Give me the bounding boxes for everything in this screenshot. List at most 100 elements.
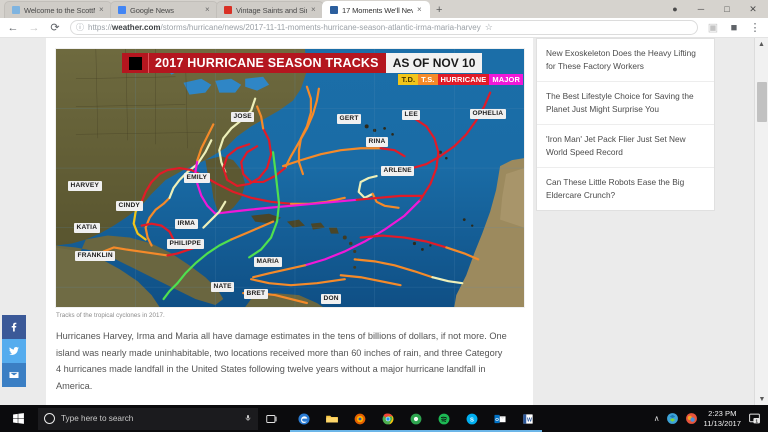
chrome-icon[interactable] — [374, 405, 402, 432]
close-icon[interactable]: × — [417, 5, 422, 14]
browser-window: Welcome to the ScottM × Google News × Vi… — [0, 0, 768, 405]
cortana-circle-icon — [44, 413, 55, 424]
legend-item-major: MAJOR — [489, 74, 523, 85]
start-button[interactable] — [0, 405, 36, 432]
clock-date: 11/13/2017 — [703, 418, 741, 428]
tab-strip: Welcome to the ScottM × Google News × Vi… — [0, 0, 768, 18]
bookmark-star-icon[interactable]: ☆ — [484, 22, 493, 32]
map-title: 2017 HURRICANE SEASON TRACKS — [148, 53, 386, 73]
minimize-button[interactable]: ─ — [697, 4, 705, 14]
profile-icon[interactable]: ● — [672, 4, 678, 14]
hurricane-tracks-map: 2017 HURRICANE SEASON TRACKS AS OF NOV 1… — [55, 48, 525, 308]
sidebar-article-1[interactable]: The Best Lifestyle Choice for Saving the… — [537, 82, 714, 125]
task-view-button[interactable] — [258, 405, 286, 432]
browser-tab-2[interactable]: Vintage Saints and Sinn × — [216, 1, 324, 18]
spotify-icon[interactable] — [430, 405, 458, 432]
explorer-icon[interactable] — [318, 405, 346, 432]
storm-label-lee: LEE — [402, 110, 421, 120]
sidebar-article-2[interactable]: 'Iron Man' Jet Pack Flier Just Set New W… — [537, 125, 714, 168]
edge-icon[interactable] — [290, 405, 318, 432]
site-info-icon[interactable]: ⓘ — [76, 23, 84, 32]
svg-text:O: O — [495, 417, 499, 422]
sidebar-article-0[interactable]: New Exoskeleton Does the Heavy Lifting f… — [537, 39, 714, 82]
storm-label-cindy: CINDY — [116, 201, 143, 211]
show-hidden-icons-chevron[interactable]: ∧ — [653, 414, 660, 423]
storm-label-ophelia: OPHELIA — [470, 109, 506, 119]
svg-text:S: S — [470, 417, 474, 423]
share-email-button[interactable] — [2, 363, 26, 387]
storm-label-philippe: PHILIPPE — [167, 239, 204, 249]
storm-label-maria: MARIA — [254, 257, 282, 267]
windows-logo-icon — [12, 413, 24, 424]
browser-toolbar: ← → ⟳ ⓘ https://weather.com/storms/hurri… — [0, 18, 768, 38]
browser-tab-3-active[interactable]: 17 Moments We'll Never × — [322, 1, 430, 18]
map-legend: T.D. T.S. HURRICANE MAJOR — [398, 74, 523, 85]
map-as-of-date: AS OF NOV 10 — [385, 53, 483, 73]
storm-label-irma: IRMA — [175, 219, 198, 229]
taskbar-clock[interactable]: 2:23 PM 11/13/2017 — [704, 409, 741, 429]
weather-channel-logo-icon — [122, 53, 148, 73]
legend-item-hurricane: HURRICANE — [437, 74, 490, 85]
sidebar-article-3[interactable]: Can These Little Robots Ease the Big Eld… — [546, 177, 685, 200]
page-scrollbar[interactable]: ▲ ▼ — [754, 38, 768, 405]
article-column: 2017 HURRICANE SEASON TRACKS AS OF NOV 1… — [46, 38, 533, 405]
outlook-icon[interactable]: O — [486, 405, 514, 432]
chrome-icon-2[interactable] — [402, 405, 430, 432]
browser-tab-0[interactable]: Welcome to the ScottM × — [4, 1, 112, 18]
storm-label-emily: EMILY — [184, 173, 210, 183]
maximize-button[interactable]: □ — [724, 4, 730, 14]
reload-icon[interactable]: ⟳ — [50, 22, 60, 34]
skype-icon[interactable]: S — [458, 405, 486, 432]
storm-label-jose: JOSE — [231, 112, 255, 122]
back-icon[interactable]: ← — [7, 21, 19, 34]
action-center-icon[interactable]: 1 — [747, 411, 762, 426]
microphone-icon[interactable] — [244, 413, 252, 425]
storm-label-arlene: ARLENE — [381, 166, 415, 176]
image-caption: Tracks of the tropical cyclones in 2017. — [56, 312, 165, 319]
storm-label-rina: RINA — [366, 137, 388, 147]
new-tab-button[interactable]: + — [436, 4, 443, 16]
firefox-icon[interactable] — [346, 405, 374, 432]
scroll-up-icon[interactable]: ▲ — [758, 40, 765, 48]
extension-one-icon[interactable]: ▣ — [707, 22, 719, 34]
word-icon[interactable]: W — [514, 405, 542, 432]
storm-label-bret: BRET — [244, 289, 268, 299]
address-bar[interactable]: ⓘ https://weather.com/storms/hurricane/n… — [70, 20, 698, 35]
scrollbar-thumb[interactable] — [757, 82, 767, 122]
tab-title: Welcome to the ScottM — [24, 5, 95, 15]
news-icon — [118, 6, 126, 14]
browser-tab-1[interactable]: Google News × — [110, 1, 218, 18]
address-bar-url: https://weather.com/storms/hurricane/new… — [88, 23, 481, 32]
facebook-icon — [11, 322, 17, 332]
taskbar-app-icons: S O W — [290, 405, 542, 432]
storm-label-gert: GERT — [337, 114, 362, 124]
browser-menu-icon[interactable]: ⋮ — [749, 22, 761, 34]
svg-text:W: W — [527, 417, 532, 423]
share-facebook-button[interactable] — [2, 315, 26, 339]
globe-icon — [12, 6, 20, 14]
close-icon[interactable]: × — [205, 5, 210, 14]
dropbox-tray-icon[interactable] — [666, 412, 679, 425]
north-america-landmass — [56, 49, 307, 246]
twitter-icon — [9, 347, 19, 355]
search-input[interactable]: Type here to search — [38, 407, 258, 430]
share-twitter-button[interactable] — [2, 339, 26, 363]
tab-title: Vintage Saints and Sinn — [236, 5, 307, 15]
overlay-tray-icon[interactable] — [685, 412, 698, 425]
weather-icon — [330, 6, 338, 14]
scroll-down-icon[interactable]: ▼ — [758, 395, 766, 403]
extension-two-icon[interactable]: ■ — [730, 21, 738, 34]
storm-tracks — [102, 85, 492, 305]
storm-label-katia: KATIA — [74, 223, 100, 233]
map-graticule — [56, 49, 524, 307]
close-window-button[interactable]: ✕ — [749, 3, 757, 14]
close-icon[interactable]: × — [99, 5, 104, 14]
task-view-icon — [266, 414, 277, 423]
map-canvas — [56, 49, 524, 307]
system-tray: ∧ 2:23 PM 11/13/2017 1 — [654, 409, 768, 429]
legend-item-ts: T.S. — [418, 74, 438, 85]
windows-taskbar: Type here to search S O — [0, 405, 768, 432]
storm-label-franklin: FRANKLIN — [75, 251, 116, 261]
close-icon[interactable]: × — [311, 5, 316, 14]
forward-icon[interactable]: → — [28, 21, 40, 34]
